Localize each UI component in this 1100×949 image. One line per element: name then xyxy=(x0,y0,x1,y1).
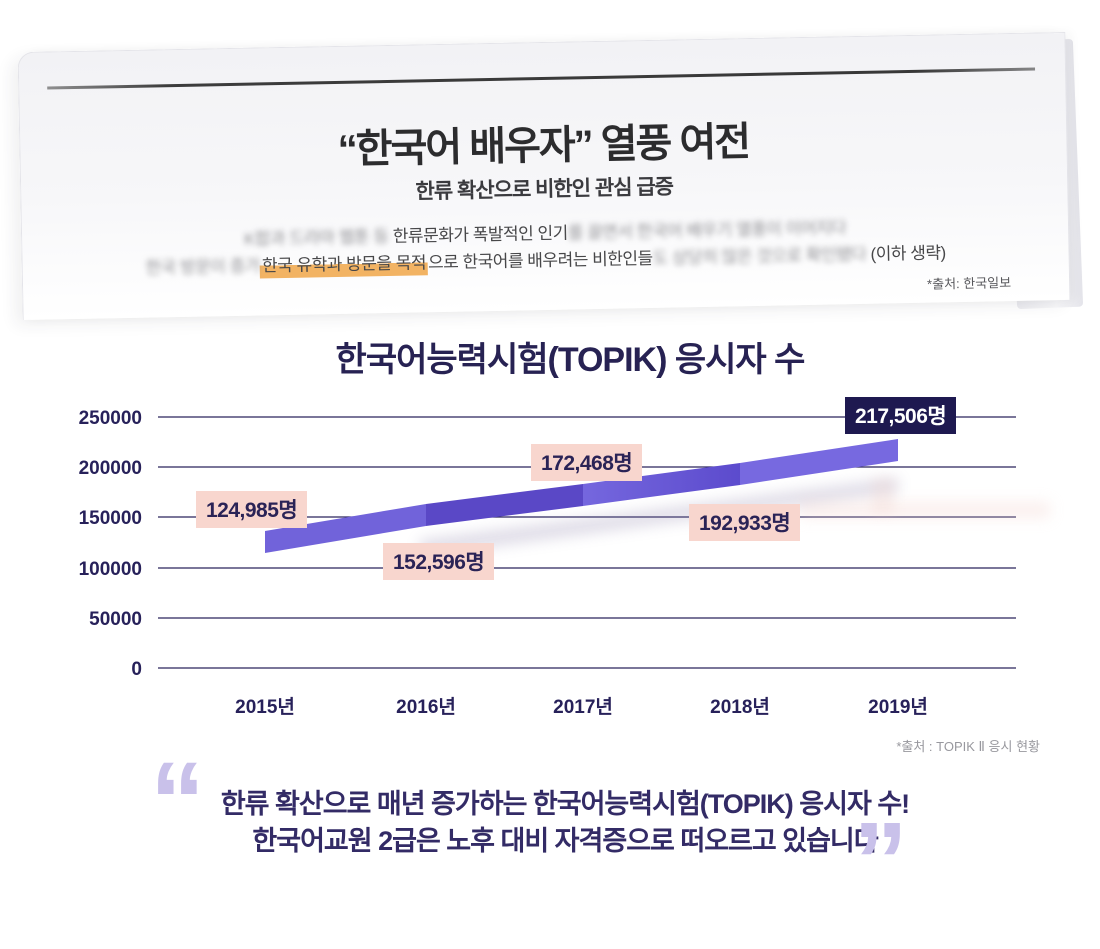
body-text: 으로 한국어를 배우려는 비한인들 xyxy=(427,248,653,273)
xtick-2016: 2016년 xyxy=(396,697,456,718)
quote-line-2: 한국어교원 2급은 노후 대비 자격증으로 떠오르고 있습니다 xyxy=(252,826,878,856)
topik-line-chart: 250000 200000 150000 100000 50000 0 xyxy=(79,408,1016,680)
value-label-2019: 217,506명 xyxy=(845,397,957,434)
value-label-2017: 172,468명 xyxy=(531,444,643,481)
ytick-150000: 150000 xyxy=(79,508,142,529)
blurred-text: 한국 방문이 증가 xyxy=(145,256,261,278)
value-label-2016: 152,596명 xyxy=(383,543,495,580)
chart-title: 한국어능력시험(TOPIK) 응시자 수 xyxy=(335,341,806,379)
open-quote-icon: “ xyxy=(150,740,205,863)
quote-line-1: 한류 확산으로 매년 증가하는 한국어능력시험(TOPIK) 응시자 수! xyxy=(220,789,910,819)
xtick-2017: 2017년 xyxy=(553,697,613,718)
ribbon-shadow xyxy=(420,478,898,556)
blurred-text: 를 끌면서 한국어 배우기 열풍이 이어지다 xyxy=(567,218,847,243)
value-label-2015: 124,985명 xyxy=(196,491,308,528)
xtick-2015: 2015년 xyxy=(235,697,295,718)
newspaper-top-rule xyxy=(47,67,1036,90)
highlighted-text: 한국 유학과 방문을 목적 xyxy=(259,253,429,279)
trend-ribbon-segment-2015-2016 xyxy=(265,504,426,553)
quote-text: 한류 확산으로 매년 증가하는 한국어능력시험(TOPIK) 응시자 수! 한국… xyxy=(105,786,1025,860)
close-quote-icon: ” xyxy=(853,800,908,923)
chart-source: *출처 : TOPIK Ⅱ 응시 현황 xyxy=(896,739,1040,754)
trend-ribbon-segment-2018-2019 xyxy=(740,439,898,485)
trend-ribbon xyxy=(265,439,898,553)
newspaper-source: *출처: 한국일보 xyxy=(926,275,1012,292)
ytick-0: 0 xyxy=(131,659,142,680)
ytick-250000: 250000 xyxy=(79,408,142,429)
trend-ribbon-segment-2016-2017 xyxy=(426,484,583,526)
xtick-2018: 2018년 xyxy=(710,697,770,718)
newspaper-clipping: “한국어 배우자” 열풍 여전 한류 확산으로 비한인 관심 급증 K팝과 드라… xyxy=(17,31,1071,321)
blurred-text: K팝과 드라마 웹툰 등 xyxy=(243,226,389,249)
blurred-label-smear xyxy=(872,478,894,514)
blurred-label-smear xyxy=(800,502,1050,518)
ytick-100000: 100000 xyxy=(79,559,142,580)
blurred-text: 도 상당히 많은 것으로 확인됐다 xyxy=(652,244,867,268)
value-label-2018: 192,933명 xyxy=(689,504,801,541)
xtick-2019: 2019년 xyxy=(868,697,928,718)
body-text-suffix: (이하 생략) xyxy=(866,243,946,264)
ytick-50000: 50000 xyxy=(89,609,142,630)
ytick-200000: 200000 xyxy=(79,458,142,479)
y-axis-ticks: 250000 200000 150000 100000 50000 0 xyxy=(79,408,142,680)
trend-ribbon-segment-2017-2018 xyxy=(583,463,740,506)
body-text: 한류문화가 폭발적인 인기 xyxy=(388,223,568,246)
